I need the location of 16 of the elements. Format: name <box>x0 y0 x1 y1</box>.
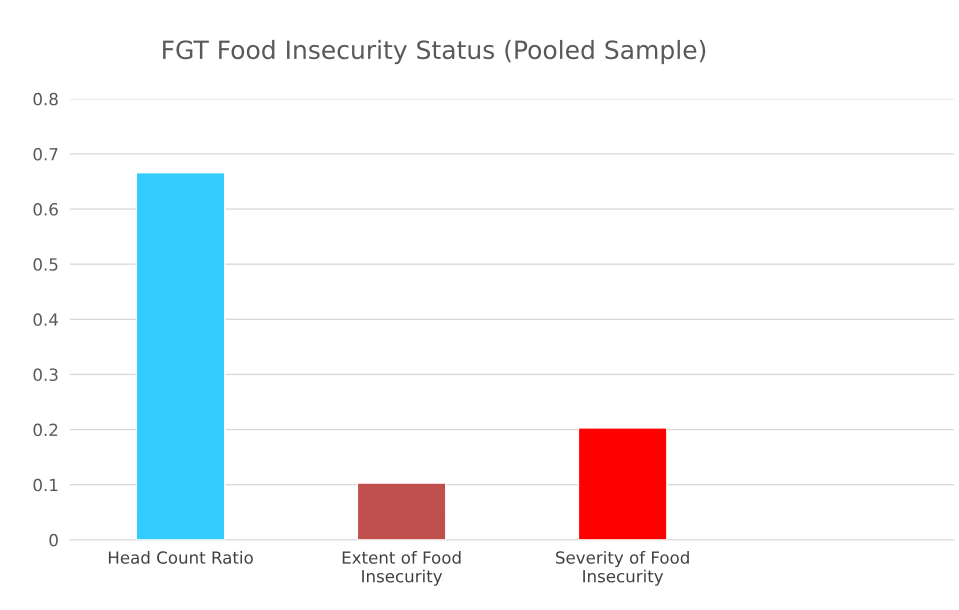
y-tick-label: 0.3 <box>33 368 58 382</box>
bar <box>356 482 446 540</box>
y-tick-label: 0.1 <box>33 478 58 492</box>
chart-title: FGT Food Insecurity Status (Pooled Sample) <box>163 40 706 64</box>
y-tick-label: 0.6 <box>33 203 58 216</box>
bar <box>578 427 668 540</box>
y-tick-label: 0.8 <box>33 92 58 106</box>
y-tick-label: 0 <box>49 534 58 546</box>
y-tick-label: 0.7 <box>33 148 58 161</box>
y-tick-label: 0.5 <box>33 258 58 271</box>
bar <box>136 172 226 540</box>
x-tick-label: Head Count Ratio <box>108 550 253 564</box>
y-tick-label: 0.4 <box>33 313 58 326</box>
y-tick-label: 0.2 <box>33 424 58 436</box>
x-tick-label: Extent of Food Insecurity <box>342 550 461 586</box>
x-tick-label: Severity of Food Insecurity <box>556 550 689 586</box>
